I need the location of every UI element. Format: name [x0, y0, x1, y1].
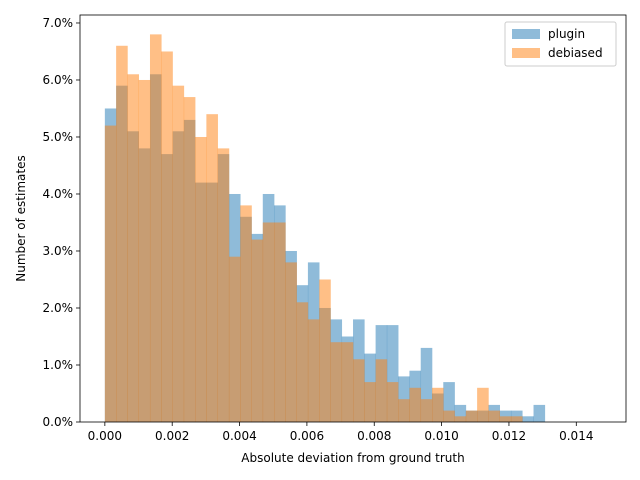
x-tick-label: 0.008 [357, 429, 391, 443]
y-tick-label: 5.0% [43, 130, 74, 144]
plugin-bar [533, 404, 546, 422]
plugin-bar [420, 347, 433, 422]
debiased-bar [149, 34, 162, 422]
y-tick-label: 0.0% [43, 415, 74, 429]
debiased-bar [217, 148, 230, 422]
debiased-bar [330, 342, 343, 422]
debiased-bar [183, 97, 196, 422]
debiased-bars [104, 34, 523, 423]
debiased-bar [296, 302, 309, 422]
debiased-bar [127, 74, 139, 422]
debiased-bar [398, 399, 410, 422]
debiased-bar [465, 410, 478, 422]
x-tick-label: 0.012 [492, 429, 526, 443]
legend-swatch-plugin [512, 29, 540, 39]
y-tick-label: 3.0% [43, 244, 74, 258]
debiased-bar [488, 410, 500, 422]
debiased-bar [432, 387, 444, 422]
x-tick-label: 0.014 [559, 429, 593, 443]
plugin-bar [522, 416, 534, 422]
y-tick-label: 7.0% [43, 16, 74, 30]
plugin-bar [454, 404, 467, 422]
debiased-bar [353, 359, 365, 422]
y-tick-label: 1.0% [43, 358, 74, 372]
debiased-bar [262, 222, 275, 422]
y-tick-label: 2.0% [43, 301, 74, 315]
debiased-bar [195, 136, 207, 423]
x-axis-label: Absolute deviation from ground truth [241, 451, 464, 465]
debiased-bar [499, 416, 512, 422]
debiased-bar [341, 342, 354, 422]
debiased-bar [420, 399, 433, 422]
y-tick-label: 6.0% [43, 73, 74, 87]
plugin-bar [443, 382, 455, 422]
debiased-bar [364, 382, 376, 422]
debiased-bar [172, 85, 185, 423]
debiased-bar [138, 79, 151, 422]
legend-swatch-debiased [512, 48, 540, 58]
x-tick-label: 0.004 [222, 429, 256, 443]
debiased-bar [375, 359, 388, 422]
legend: plugin debiased [504, 21, 617, 67]
debiased-bar [161, 51, 173, 422]
debiased-bar [477, 387, 489, 422]
debiased-bar [454, 416, 467, 422]
x-tick-label: 0.002 [155, 429, 189, 443]
debiased-bar [240, 205, 252, 422]
debiased-bar [104, 125, 117, 422]
plot-frame [79, 14, 627, 423]
debiased-bar [251, 239, 264, 422]
debiased-bar [443, 410, 455, 422]
debiased-bar [285, 262, 297, 422]
x-axis-ticks: 0.000 0.002 0.004 0.006 0.008 0.010 0.012 0.014 [88, 422, 593, 443]
x-tick-label: 0.000 [88, 429, 122, 443]
debiased-bar [409, 387, 422, 422]
x-tick-label: 0.010 [424, 429, 458, 443]
legend-label-debiased: debiased [548, 46, 603, 60]
debiased-bar [386, 382, 399, 422]
debiased-bar [307, 319, 320, 422]
legend-label-plugin: plugin [548, 27, 585, 41]
y-axis-ticks: 0.0% 1.0% 2.0% 3.0% 4.0% 5.0% 6.0% 7.0% [43, 16, 80, 429]
debiased-bar [274, 222, 286, 422]
x-tick-label: 0.006 [290, 429, 324, 443]
debiased-bar [228, 256, 241, 422]
debiased-bar [510, 416, 523, 422]
y-tick-label: 4.0% [43, 187, 74, 201]
debiased-bar [116, 45, 128, 422]
y-axis-label: Number of estimates [14, 155, 28, 281]
debiased-bar [206, 114, 218, 423]
debiased-bar [319, 279, 331, 422]
plugin-bar [386, 325, 399, 422]
